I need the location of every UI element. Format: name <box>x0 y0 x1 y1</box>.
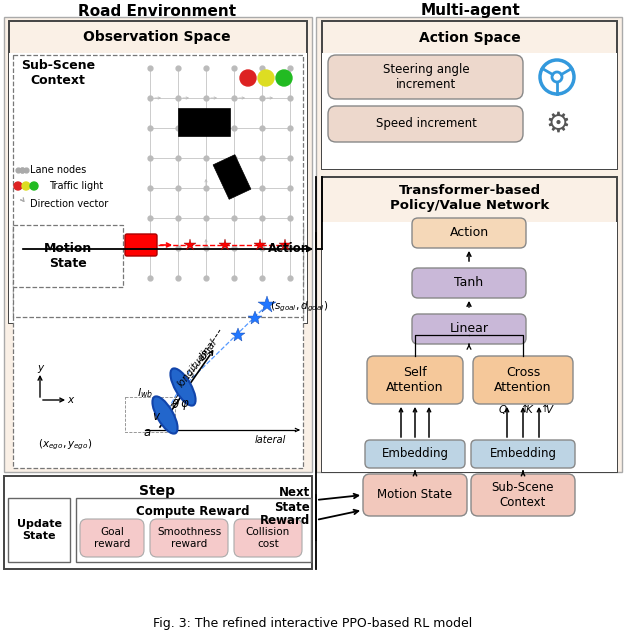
Text: Goal
reward: Goal reward <box>94 527 130 549</box>
Bar <box>13 55 303 317</box>
Circle shape <box>14 182 22 190</box>
Text: Compute Reward: Compute Reward <box>136 505 250 519</box>
Text: Fig. 3: The refined interactive PPO-based RL model: Fig. 3: The refined interactive PPO-base… <box>153 616 473 630</box>
Text: Lane nodes: Lane nodes <box>30 165 86 175</box>
Bar <box>9 21 307 323</box>
Text: Motion
State: Motion State <box>44 242 92 270</box>
FancyBboxPatch shape <box>234 519 302 557</box>
Bar <box>213 155 251 199</box>
Text: Tanh: Tanh <box>454 276 483 290</box>
Bar <box>13 225 303 287</box>
Text: ⚙: ⚙ <box>546 110 570 138</box>
FancyBboxPatch shape <box>473 356 573 404</box>
Bar <box>9 53 307 323</box>
Text: Road Environment: Road Environment <box>78 4 236 18</box>
Circle shape <box>258 70 274 86</box>
Bar <box>322 177 617 472</box>
Text: Cross
Attention: Cross Attention <box>495 366 552 394</box>
Circle shape <box>276 70 292 86</box>
Text: Self
Attention: Self Attention <box>386 366 444 394</box>
Text: x: x <box>67 395 73 405</box>
Bar <box>8 498 70 562</box>
Text: $a$: $a$ <box>143 427 151 439</box>
Text: Smoothness
reward: Smoothness reward <box>157 527 221 549</box>
Bar <box>13 225 123 287</box>
FancyBboxPatch shape <box>328 106 523 142</box>
Ellipse shape <box>152 396 178 434</box>
Text: K: K <box>526 405 532 415</box>
Text: Observation Space: Observation Space <box>83 30 231 44</box>
Text: lateral: lateral <box>254 435 285 445</box>
Text: $v$: $v$ <box>153 410 162 424</box>
Text: Embedding: Embedding <box>490 448 557 460</box>
Ellipse shape <box>170 368 195 406</box>
Text: Motion State: Motion State <box>377 489 453 501</box>
Bar <box>316 17 622 472</box>
Text: Action: Action <box>268 242 310 256</box>
Text: $\delta$: $\delta$ <box>198 351 207 363</box>
Text: Transformer-based
Policy/Value Network: Transformer-based Policy/Value Network <box>391 184 550 212</box>
Text: Sub-Scene
Context: Sub-Scene Context <box>492 481 554 509</box>
FancyBboxPatch shape <box>365 440 465 468</box>
FancyBboxPatch shape <box>150 519 228 557</box>
Text: Speed increment: Speed increment <box>376 117 476 131</box>
Text: Direction vector: Direction vector <box>30 199 108 209</box>
Bar <box>322 21 617 169</box>
Text: Collision
cost: Collision cost <box>246 527 290 549</box>
Text: Reward: Reward <box>260 514 310 526</box>
Text: Next
State: Next State <box>274 486 310 514</box>
Bar <box>76 498 311 562</box>
FancyBboxPatch shape <box>125 234 157 256</box>
Circle shape <box>30 182 38 190</box>
Text: Sub-Scene
Context: Sub-Scene Context <box>21 59 95 87</box>
Circle shape <box>22 182 30 190</box>
Text: Q: Q <box>499 405 507 415</box>
Text: $\uparrow$: $\uparrow$ <box>539 402 549 414</box>
Bar <box>4 17 312 472</box>
Text: Update
State: Update State <box>16 519 61 541</box>
Text: longitudinal: longitudinal <box>175 337 218 389</box>
Bar <box>125 397 175 432</box>
FancyBboxPatch shape <box>367 356 463 404</box>
Text: $\theta$: $\theta$ <box>170 399 180 411</box>
Bar <box>322 53 617 169</box>
Text: Embedding: Embedding <box>381 448 448 460</box>
Bar <box>178 108 230 136</box>
FancyBboxPatch shape <box>471 440 575 468</box>
Bar <box>4 476 312 569</box>
Text: Linear: Linear <box>449 323 488 335</box>
Text: $(s_{goal}, d_{goal})$: $(s_{goal}, d_{goal})$ <box>270 300 328 314</box>
Circle shape <box>240 70 256 86</box>
Text: $\varphi$: $\varphi$ <box>180 398 190 412</box>
Bar <box>13 288 303 468</box>
Text: $(x_{ego}, y_{ego})$: $(x_{ego}, y_{ego})$ <box>38 438 92 452</box>
Text: $l_{wb}$: $l_{wb}$ <box>137 386 153 400</box>
Text: Action Space: Action Space <box>419 31 521 45</box>
Bar <box>322 222 617 472</box>
FancyBboxPatch shape <box>80 519 144 557</box>
FancyBboxPatch shape <box>471 474 575 516</box>
Text: V: V <box>545 405 553 415</box>
FancyBboxPatch shape <box>328 55 523 99</box>
FancyBboxPatch shape <box>363 474 467 516</box>
FancyBboxPatch shape <box>412 314 526 344</box>
Text: Action: Action <box>449 226 488 240</box>
Text: Steering angle
increment: Steering angle increment <box>382 63 470 91</box>
Text: Multi-agent: Multi-agent <box>420 4 520 18</box>
FancyBboxPatch shape <box>412 218 526 248</box>
Text: $\uparrow$: $\uparrow$ <box>519 402 529 414</box>
Text: Traffic light: Traffic light <box>49 181 103 191</box>
Text: y: y <box>37 363 43 373</box>
Text: Step: Step <box>139 484 175 498</box>
FancyBboxPatch shape <box>412 268 526 298</box>
